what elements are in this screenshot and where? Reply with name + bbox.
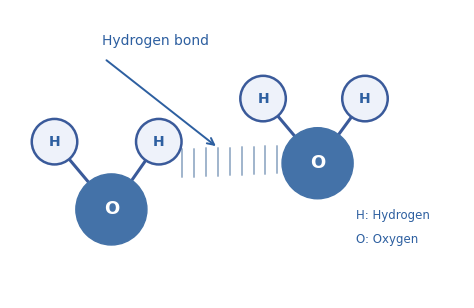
- Text: H: H: [257, 91, 269, 106]
- Text: O: O: [310, 154, 325, 172]
- Ellipse shape: [282, 128, 353, 199]
- Text: O: Oxygen: O: Oxygen: [356, 233, 418, 246]
- Text: H: H: [49, 135, 60, 149]
- Text: Hydrogen bond: Hydrogen bond: [102, 34, 209, 48]
- Ellipse shape: [136, 119, 182, 164]
- Ellipse shape: [240, 76, 286, 121]
- Text: O: O: [104, 201, 119, 218]
- Text: H: Hydrogen: H: Hydrogen: [356, 209, 429, 222]
- Ellipse shape: [76, 174, 147, 245]
- Text: H: H: [359, 91, 371, 106]
- Text: H: H: [153, 135, 164, 149]
- Ellipse shape: [342, 76, 388, 121]
- Ellipse shape: [32, 119, 77, 164]
